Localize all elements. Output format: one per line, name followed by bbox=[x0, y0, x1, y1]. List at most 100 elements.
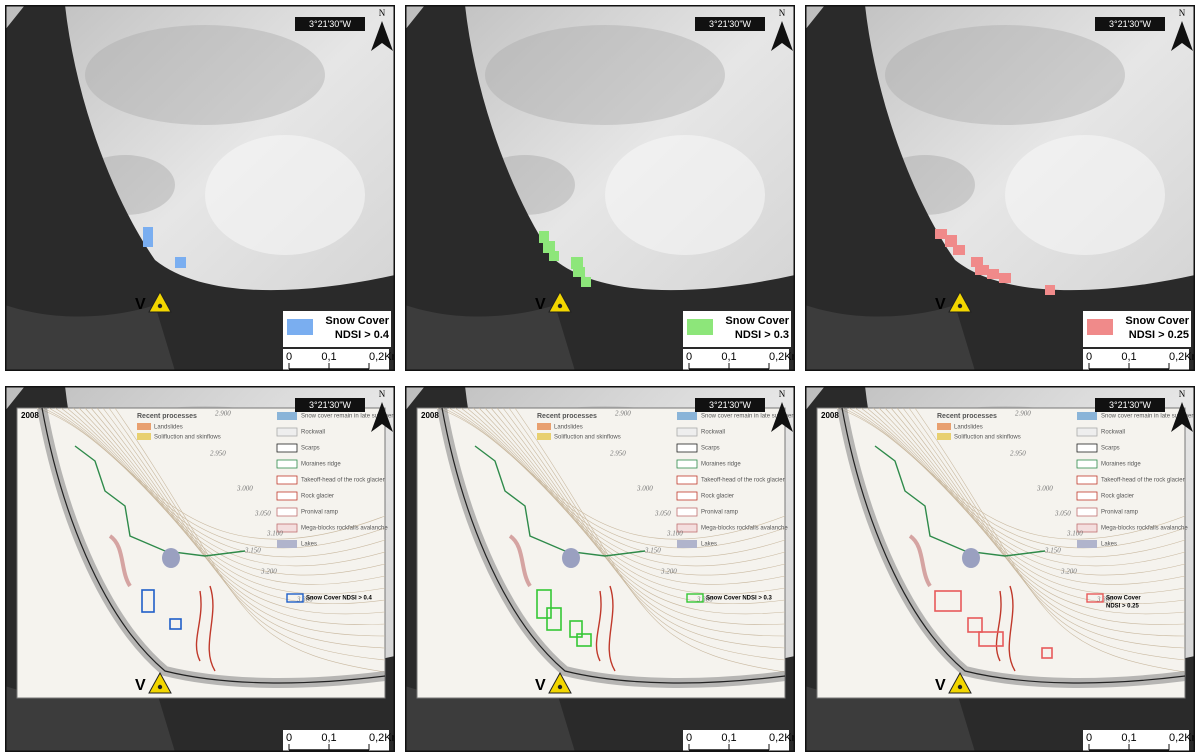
scale-label: 0,1 bbox=[321, 732, 336, 744]
snow-legend-text: Snow Cover NDSI > 0.4 bbox=[306, 596, 373, 602]
coordinate-label: 3°21'30"W bbox=[709, 400, 752, 410]
legend-swatch bbox=[277, 540, 297, 548]
map-panel: 2008Recent processesLandslidesSoliflucti… bbox=[805, 386, 1195, 752]
inset-legend-item: Scarps bbox=[1101, 446, 1120, 452]
inset-legend-item: Pronival ramp bbox=[301, 510, 339, 516]
vertex-dot bbox=[158, 304, 162, 308]
inset-legend-item: Moraines ridge bbox=[301, 462, 341, 468]
contour-label: 2.950 bbox=[610, 450, 626, 458]
inset-legend-item: Moraines ridge bbox=[701, 462, 741, 468]
contour-label: 2.900 bbox=[1015, 410, 1031, 418]
scale-label: 0,2Km bbox=[369, 351, 395, 363]
legend-swatch bbox=[277, 492, 297, 500]
inset-legend-item: Rock glacier bbox=[701, 494, 734, 500]
legend-swatch bbox=[1087, 319, 1113, 335]
scale-label: 0,1 bbox=[721, 351, 736, 363]
inset-legend-item: Rockwall bbox=[301, 430, 325, 436]
map-panel: Snow CoverNDSI > 0.3V3°21'30"WN00,10,2Km bbox=[405, 5, 795, 371]
scale-label: 0,2Km bbox=[1169, 732, 1195, 744]
snow-legend-text: Snow Cover bbox=[1125, 315, 1189, 327]
inset-map bbox=[17, 408, 385, 698]
scale-label: 0,2Km bbox=[769, 732, 795, 744]
legend-swatch bbox=[677, 540, 697, 548]
inset-legend-item: Rockwall bbox=[1101, 430, 1125, 436]
inset-legend-heading: Recent processes bbox=[537, 413, 597, 420]
contour-label: 3.100 bbox=[1066, 530, 1083, 538]
coordinate-label: 3°21'30"W bbox=[709, 19, 752, 29]
inset-legend-item: Lakes bbox=[301, 542, 317, 548]
vertex-label: V bbox=[535, 296, 546, 313]
inset-legend-item: Landslides bbox=[554, 425, 583, 431]
inset-legend-item: Rock glacier bbox=[1101, 494, 1134, 500]
legend-swatch bbox=[537, 423, 551, 430]
north-label: N bbox=[1179, 8, 1186, 18]
vertex-label: V bbox=[935, 677, 946, 694]
lake bbox=[562, 548, 580, 568]
inset-year: 2008 bbox=[21, 411, 39, 420]
snow-legend-text: NDSI > 0.25 bbox=[1129, 329, 1189, 341]
legend-swatch bbox=[287, 319, 313, 335]
contour-label: 3.150 bbox=[644, 547, 661, 555]
snow-cover-cell bbox=[143, 227, 153, 247]
snow-cover-cell bbox=[573, 267, 585, 277]
relief bbox=[205, 135, 365, 255]
legend-swatch bbox=[687, 319, 713, 335]
vertex-label: V bbox=[135, 677, 146, 694]
north-label: N bbox=[779, 8, 786, 18]
contour-label: 3.050 bbox=[654, 510, 671, 518]
legend-swatch bbox=[1077, 540, 1097, 548]
legend-swatch bbox=[1077, 444, 1097, 452]
vertex-dot bbox=[958, 304, 962, 308]
snow-cover-cell bbox=[175, 257, 186, 268]
snow-legend-text: Snow Cover NDSI > 0.3 bbox=[706, 596, 773, 602]
snow-cover-cell bbox=[1045, 285, 1055, 295]
contour-label: 2.950 bbox=[1010, 450, 1026, 458]
legend-swatch bbox=[677, 428, 697, 436]
snow-cover-cell bbox=[999, 273, 1011, 283]
snow-cover-cell bbox=[987, 269, 999, 279]
scale-label: 0,2Km bbox=[369, 732, 395, 744]
legend-swatch bbox=[137, 423, 151, 430]
scale-label: 0,2Km bbox=[1169, 351, 1195, 363]
snow-legend-text: Snow Cover bbox=[1106, 596, 1141, 602]
inset-year: 2008 bbox=[821, 411, 839, 420]
snow-cover-cell bbox=[953, 245, 965, 255]
inset-legend-item: Solifluction and skinflows bbox=[154, 435, 221, 441]
vertex-dot bbox=[558, 685, 562, 689]
legend-swatch bbox=[677, 460, 697, 468]
inset-legend-heading: Recent processes bbox=[137, 413, 197, 420]
relief bbox=[85, 25, 325, 125]
coordinate-label: 3°21'30"W bbox=[309, 19, 352, 29]
north-label: N bbox=[379, 8, 386, 18]
vertex-dot bbox=[958, 685, 962, 689]
inset-legend-item: Mega-blocks rockfalls avalanche bbox=[701, 526, 788, 532]
contour-label: 3.200 bbox=[1060, 568, 1077, 576]
legend-swatch bbox=[1077, 476, 1097, 484]
vertex-dot bbox=[558, 304, 562, 308]
inset-legend-item: Rockwall bbox=[701, 430, 725, 436]
contour-label: 3.000 bbox=[236, 485, 253, 493]
legend-swatch bbox=[1077, 492, 1097, 500]
contour-label: 3.100 bbox=[266, 530, 283, 538]
inset-legend-item: Scarps bbox=[301, 446, 320, 452]
legend-swatch bbox=[537, 433, 551, 440]
legend-swatch bbox=[677, 476, 697, 484]
legend-swatch bbox=[677, 412, 697, 420]
north-label: N bbox=[779, 389, 786, 399]
contour-label: 3.000 bbox=[636, 485, 653, 493]
legend-swatch bbox=[277, 444, 297, 452]
vertex-dot bbox=[158, 685, 162, 689]
inset-legend-item: Landslides bbox=[954, 425, 983, 431]
contour-label: 3.100 bbox=[666, 530, 683, 538]
coordinate-label: 3°21'30"W bbox=[1109, 19, 1152, 29]
legend-swatch bbox=[277, 508, 297, 516]
inset-legend-item: Mega-blocks rockfalls avalanche bbox=[301, 526, 388, 532]
legend-swatch bbox=[1077, 460, 1097, 468]
legend-swatch bbox=[937, 423, 951, 430]
contour-label: 3.150 bbox=[244, 547, 261, 555]
coordinate-label: 3°21'30"W bbox=[309, 400, 352, 410]
snow-legend-text: Snow Cover bbox=[725, 315, 789, 327]
coordinate-label: 3°21'30"W bbox=[1109, 400, 1152, 410]
